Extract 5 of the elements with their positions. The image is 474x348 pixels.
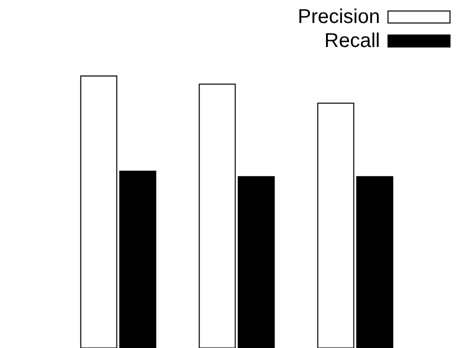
legend-label: Precision <box>298 6 380 28</box>
bar <box>238 176 275 348</box>
bar <box>119 170 156 348</box>
bar <box>356 176 394 348</box>
legend-label: Recall <box>324 30 380 52</box>
